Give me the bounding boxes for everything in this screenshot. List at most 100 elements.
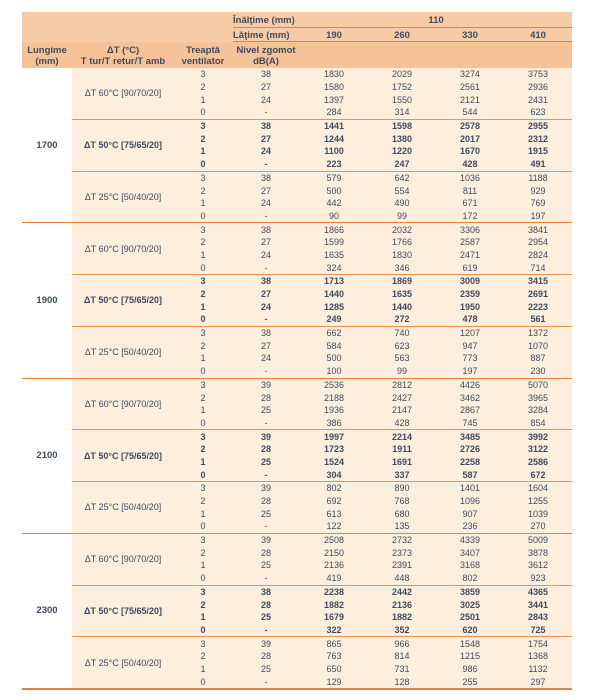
width-value: 190 (326, 29, 342, 41)
table-row: 0 - 249 272 478 561 (174, 313, 572, 326)
table-row: 1 24 442 490 671 769 (174, 197, 572, 210)
value-cell: 1882 (323, 599, 345, 610)
value-cell: 2431 (527, 94, 549, 105)
deltat-label: ΔT 60°C [90/70/20] (84, 398, 162, 409)
value-cell: 230 (530, 366, 546, 377)
deltat-block: ΔT 60°C [90/70/20] 3 39 2536 2812 4426 5070 2 28… (72, 379, 572, 430)
fan-stage-cell: 0 (200, 417, 206, 428)
noise-cell: 39 (260, 431, 271, 442)
value-cell: 135 (394, 521, 410, 532)
value-cell: 1255 (527, 496, 549, 507)
length-group: 2300 ΔT 60°C [90/70/20] 3 39 2508 2732 4339 500… (22, 533, 572, 690)
value-cell: 3612 (527, 560, 549, 571)
table-row: 3 38 1713 1869 3009 3415 (174, 275, 572, 288)
value-cell: 2954 (527, 237, 549, 248)
value-cell: 1039 (527, 508, 549, 519)
value-cell: 1598 (391, 121, 413, 132)
value-cell: 1548 (459, 638, 481, 649)
value-cell: 986 (462, 663, 478, 674)
value-cell: 1866 (323, 224, 345, 235)
value-cell: 2578 (459, 121, 481, 132)
value-cell: 1670 (459, 146, 481, 157)
value-cell: 1215 (459, 651, 481, 662)
fan-stage-cell: 1 (200, 456, 206, 467)
fan-stage-cell: 2 (200, 599, 206, 610)
table-row: 2 27 500 554 811 929 (174, 184, 572, 197)
value-cell: 672 (530, 469, 546, 480)
fan-stage-cell: 1 (200, 301, 206, 312)
table-row: 0 - 122 135 236 270 (174, 520, 572, 533)
value-cell: 1397 (323, 94, 345, 105)
table-row: 3 39 865 966 1548 1754 (174, 637, 572, 650)
spec-table: Înălţime (mm) 110 Lăţime (mm) 190 260 33… (22, 12, 572, 690)
value-cell: 1752 (391, 82, 413, 93)
deltat-block: ΔT 25°C [50/40/20] 3 39 865 966 1548 1754 2 28 76… (72, 636, 572, 688)
fan-stage-cell: 0 (200, 469, 206, 480)
block-rows: 3 38 2238 2442 3859 4365 2 28 1882 2136 3025 3441 1 2… (174, 586, 572, 637)
value-cell: 619 (462, 262, 478, 273)
value-cell: 554 (394, 185, 410, 196)
value-cell: 236 (462, 521, 478, 532)
value-cell: 2471 (459, 249, 481, 260)
value-cell: 947 (462, 340, 478, 351)
deltat-label: ΔT 60°C [90/70/20] (84, 243, 162, 254)
value-cell: 324 (326, 262, 342, 273)
noise-cell: 25 (260, 508, 271, 519)
column-header-length: Lungime (mm) (22, 45, 72, 67)
column-header-noise-line2: dB(A) (253, 56, 279, 67)
fan-stage-cell: 3 (200, 224, 206, 235)
header-divider-line (233, 27, 572, 28)
value-cell: 2587 (459, 237, 481, 248)
value-cell: 1550 (391, 94, 413, 105)
noise-cell: 39 (260, 483, 271, 494)
fan-stage-cell: 0 (200, 262, 206, 273)
value-cell: 2867 (459, 405, 481, 416)
table-row: 3 38 579 642 1036 1188 (174, 172, 572, 185)
value-cell: 2136 (391, 599, 413, 610)
value-cell: 5070 (527, 379, 549, 390)
value-cell: 448 (394, 573, 410, 584)
noise-cell: 28 (260, 651, 271, 662)
column-header-length-line1: Lungime (27, 45, 67, 56)
value-cell: 2312 (527, 133, 549, 144)
value-cell: 2812 (391, 379, 413, 390)
fan-stage-cell: 2 (200, 82, 206, 93)
value-cell: 100 (326, 366, 342, 377)
value-cell: 4426 (459, 379, 481, 390)
value-cell: 90 (328, 210, 339, 221)
value-cell: 769 (530, 198, 546, 209)
value-cell: 1830 (323, 69, 345, 80)
value-cell: 907 (462, 508, 478, 519)
value-cell: 249 (326, 314, 342, 325)
fan-stage-cell: 2 (200, 237, 206, 248)
noise-cell: 28 (260, 547, 271, 558)
deltat-blocks: ΔT 60°C [90/70/20] 3 39 2536 2812 4426 5070 2 28… (72, 378, 572, 533)
value-cell: 2150 (323, 547, 345, 558)
value-cell: 1691 (391, 456, 413, 467)
value-cell: 297 (530, 676, 546, 687)
deltat-block: ΔT 60°C [90/70/20] 3 38 1866 2032 3306 3841 2 27… (72, 223, 572, 274)
value-cell: 1440 (323, 289, 345, 300)
deltat-label: ΔT 25°C [50/40/20] (84, 191, 162, 202)
value-cell: 3441 (527, 599, 549, 610)
value-cell: 731 (394, 663, 410, 674)
noise-cell: 27 (260, 185, 271, 196)
value-cell: 1372 (527, 328, 549, 339)
value-cell: 714 (530, 262, 546, 273)
value-cell: 966 (394, 638, 410, 649)
fan-stage-cell: 1 (200, 249, 206, 260)
value-cell: 3009 (459, 276, 481, 287)
value-cell: 1766 (391, 237, 413, 248)
fan-stage-cell: 0 (200, 314, 206, 325)
value-cell: 5009 (527, 535, 549, 546)
table-row: 3 38 1830 2029 3274 3753 (174, 68, 572, 81)
fan-stage-cell: 2 (200, 496, 206, 507)
length-group: 1900 ΔT 60°C [90/70/20] 3 38 1866 2032 3306 384… (22, 223, 572, 379)
noise-cell: 38 (260, 328, 271, 339)
value-cell: 1950 (459, 301, 481, 312)
noise-cell: - (264, 417, 268, 428)
noise-cell: 28 (260, 392, 271, 403)
fan-stage-cell: 3 (200, 379, 206, 390)
value-cell: 2536 (323, 379, 345, 390)
table-row: 2 27 584 623 947 1070 (174, 339, 572, 352)
